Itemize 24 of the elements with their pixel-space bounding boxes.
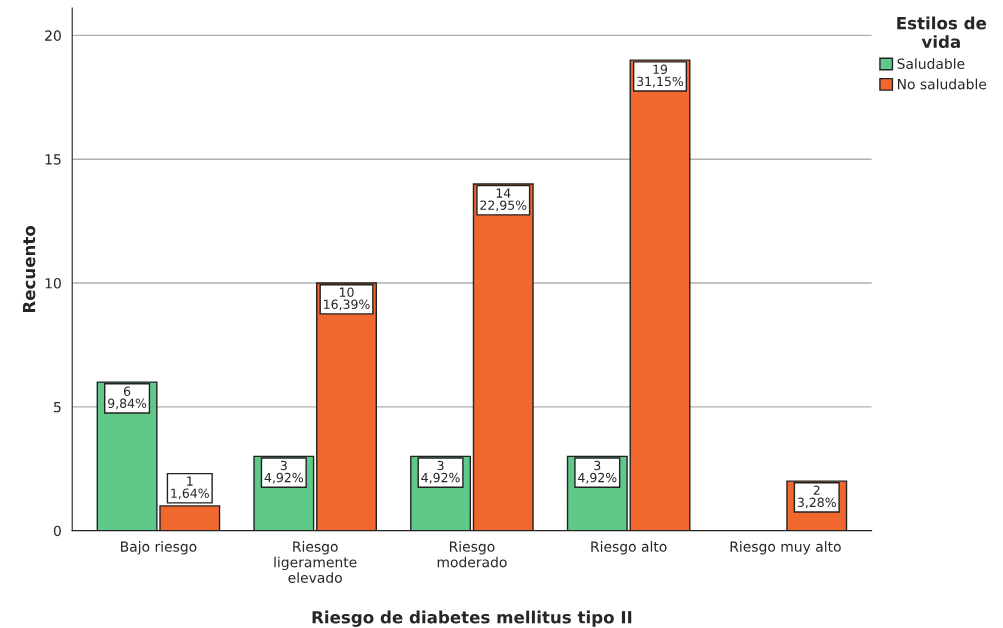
x-tick-label: Riesgo ligeramente elevado (274, 541, 357, 583)
data-label: 3 4,92% (421, 460, 460, 484)
data-label: 2 3,28% (797, 485, 836, 509)
x-tick-label: Riesgo muy alto (730, 541, 841, 555)
data-label: 3 4,92% (264, 460, 303, 484)
y-tick-label: 10 (45, 278, 61, 289)
x-tick-label: Riesgo alto (591, 541, 667, 555)
y-axis-title: Recuento (22, 225, 36, 313)
y-tick-label: 5 (54, 402, 61, 413)
data-label: 3 4,92% (578, 460, 617, 484)
y-tick-label: 15 (45, 154, 61, 165)
data-label: 19 31,15% (637, 64, 684, 88)
legend-label: No saludable (897, 78, 987, 90)
x-axis-title: Riesgo de diabetes mellitus tipo II (312, 610, 632, 627)
y-tick-label: 0 (53, 525, 61, 537)
data-label: 10 16,39% (324, 287, 370, 311)
y-tick-label: 20 (45, 30, 61, 41)
x-tick-label: Bajo riesgo (121, 541, 197, 555)
data-label: 14 22,95% (480, 188, 527, 212)
data-label: 1 1,64% (171, 476, 209, 500)
legend-title: Estilos de vida (897, 16, 987, 49)
data-label: 6 9,84% (108, 386, 147, 410)
legend-label: Saludable (897, 58, 965, 69)
x-tick-label: Riesgo moderado (437, 541, 507, 568)
